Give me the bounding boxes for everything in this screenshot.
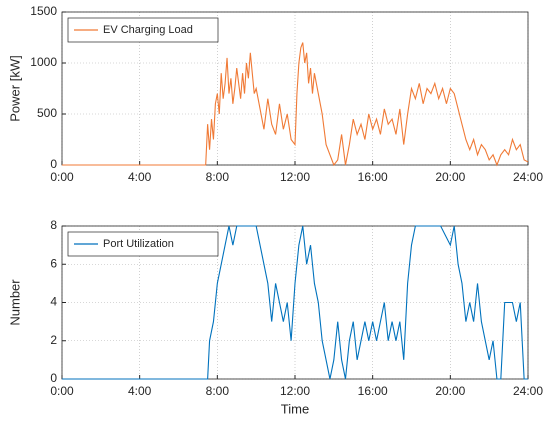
x-tick-label: 12:00	[280, 384, 310, 398]
series-line	[62, 42, 529, 167]
axes-box	[61, 225, 529, 380]
x-tick-label: 20:00	[435, 170, 465, 184]
y-axis-label: Number	[7, 279, 22, 326]
x-tick-label: 0:00	[50, 384, 74, 398]
x-tick-label: 8:00	[206, 170, 230, 184]
x-tick-label: 24:00	[513, 384, 543, 398]
y-tick-label: 2	[50, 333, 57, 347]
x-tick-label: 24:00	[513, 170, 543, 184]
series-line	[62, 225, 528, 380]
x-tick-label: 20:00	[435, 384, 465, 398]
y-tick-label: 1500	[30, 4, 57, 18]
legend-label: EV Charging Load	[103, 24, 193, 36]
y-tick-label: 8	[50, 218, 57, 232]
x-tick-label: 4:00	[128, 384, 152, 398]
y-tick-label: 500	[37, 106, 57, 120]
y-tick-label: 0	[50, 157, 57, 171]
x-tick-label: 4:00	[128, 170, 152, 184]
x-tick-label: 0:00	[50, 170, 74, 184]
y-tick-label: 1000	[30, 55, 57, 69]
x-tick-label: 16:00	[358, 170, 388, 184]
x-axis-label: Time	[281, 401, 309, 416]
y-axis-label: Power [kW]	[7, 55, 22, 121]
y-tick-label: 6	[50, 256, 57, 270]
legend-label: Port Utilization	[103, 238, 174, 250]
x-tick-label: 8:00	[206, 384, 230, 398]
axes-box	[61, 11, 529, 166]
x-tick-label: 12:00	[280, 170, 310, 184]
y-tick-label: 4	[50, 295, 57, 309]
x-tick-label: 16:00	[358, 384, 388, 398]
y-tick-label: 0	[50, 371, 57, 385]
